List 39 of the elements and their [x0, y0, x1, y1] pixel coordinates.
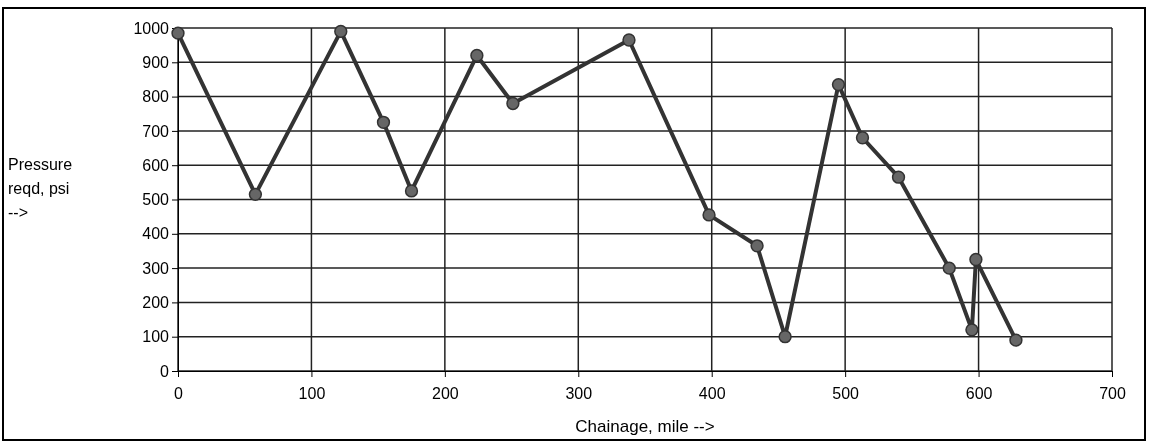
- point: [942, 261, 956, 275]
- point: [334, 24, 348, 39]
- x-tick-label: 0: [174, 385, 184, 403]
- point: [965, 323, 979, 337]
- point: [831, 77, 846, 92]
- y-tick-label: 700: [142, 122, 170, 140]
- x-tick-label: 200: [432, 385, 459, 403]
- point: [1009, 333, 1023, 347]
- y-tick-label: 800: [142, 88, 170, 106]
- x-tick-label: 100: [298, 385, 326, 403]
- point: [750, 239, 764, 253]
- y-tick-label: 1000: [133, 19, 170, 37]
- point: [171, 26, 185, 40]
- point: [404, 184, 419, 198]
- x-tick-label: 600: [965, 385, 993, 403]
- point: [855, 131, 870, 145]
- y-axis-title: Pressure reqd, psi -->: [8, 156, 73, 221]
- y-tick-label: 300: [142, 259, 170, 277]
- point: [969, 252, 983, 267]
- y-tick-label: 200: [142, 294, 170, 312]
- y-tick-label: 100: [142, 328, 170, 346]
- point: [702, 208, 716, 222]
- x-axis-title: Chainage, mile -->: [575, 417, 715, 436]
- point: [622, 33, 636, 47]
- y-tick-label: 500: [142, 191, 170, 209]
- x-tick-label: 400: [698, 385, 726, 403]
- y-tick-label: 600: [142, 156, 170, 174]
- y-tick-label: 0: [160, 362, 170, 380]
- point: [248, 187, 263, 202]
- point: [376, 115, 391, 129]
- x-tick-label: 700: [1099, 385, 1126, 403]
- x-tick-label: 500: [832, 385, 860, 403]
- point: [506, 96, 520, 111]
- y-tick-label: 900: [142, 53, 170, 71]
- y-tick-label: 400: [142, 225, 170, 243]
- point: [891, 170, 906, 184]
- point: [470, 48, 484, 63]
- point: [778, 330, 792, 344]
- x-tick-label: 300: [565, 385, 593, 403]
